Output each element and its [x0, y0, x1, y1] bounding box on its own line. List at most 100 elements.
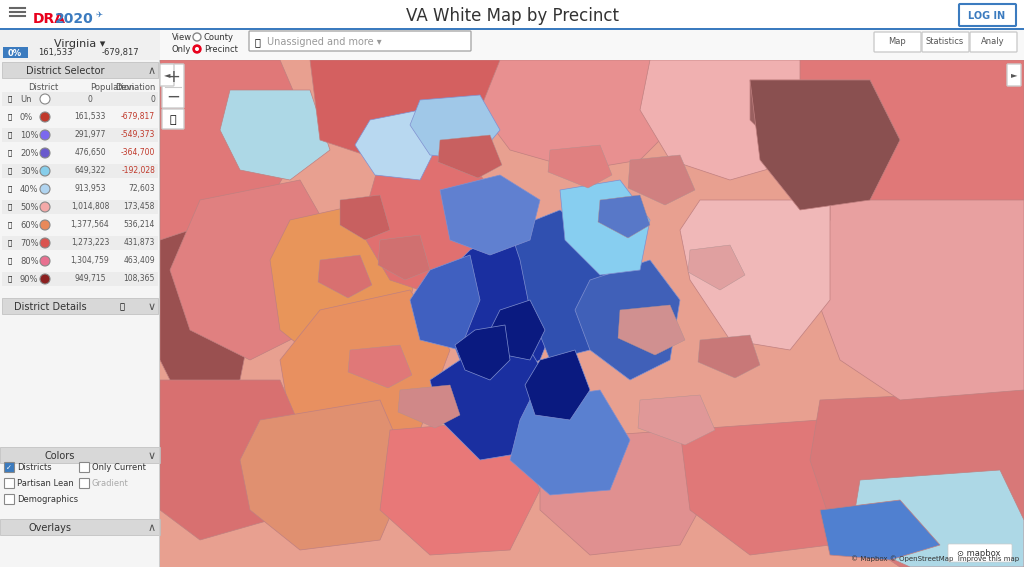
Text: ∨: ∨: [148, 451, 156, 461]
Polygon shape: [240, 400, 410, 550]
Polygon shape: [160, 220, 260, 400]
Circle shape: [40, 274, 50, 284]
Text: 🔒: 🔒: [8, 186, 12, 192]
Bar: [0, 28, 1024, 30]
Text: 50%: 50%: [20, 202, 39, 211]
Text: 10%: 10%: [20, 130, 39, 139]
Text: Demographics: Demographics: [17, 496, 78, 505]
Text: 🔒: 🔒: [8, 240, 12, 246]
Text: 🔒: 🔒: [8, 132, 12, 138]
Bar: [0, 30, 160, 60]
FancyBboxPatch shape: [4, 463, 14, 472]
Polygon shape: [525, 350, 590, 420]
Polygon shape: [410, 255, 480, 350]
Polygon shape: [810, 200, 1024, 400]
Text: 463,409: 463,409: [123, 256, 155, 265]
Text: 291,977: 291,977: [75, 130, 105, 139]
Bar: [2, 92, 158, 106]
Polygon shape: [810, 390, 1024, 567]
Polygon shape: [270, 200, 420, 370]
FancyBboxPatch shape: [4, 494, 14, 505]
Circle shape: [40, 256, 50, 266]
Text: 913,953: 913,953: [75, 184, 105, 193]
Polygon shape: [348, 345, 412, 388]
Polygon shape: [490, 300, 545, 360]
Text: 949,715: 949,715: [75, 274, 105, 284]
Circle shape: [40, 238, 50, 248]
Text: Gradient: Gradient: [92, 480, 129, 489]
Text: 90%: 90%: [20, 274, 39, 284]
Text: County: County: [204, 33, 234, 43]
Text: Partisan Lean: Partisan Lean: [17, 480, 74, 489]
Circle shape: [40, 130, 50, 140]
Polygon shape: [638, 395, 715, 445]
Circle shape: [40, 202, 50, 212]
Text: 1,377,564: 1,377,564: [71, 221, 110, 230]
Text: 108,365: 108,365: [124, 274, 155, 284]
FancyBboxPatch shape: [160, 64, 174, 86]
Polygon shape: [698, 335, 760, 378]
Polygon shape: [680, 420, 860, 555]
Text: 0: 0: [88, 95, 92, 104]
Text: -679,817: -679,817: [101, 49, 139, 57]
Text: 📌: 📌: [120, 303, 125, 311]
Text: 🔒: 🔒: [8, 96, 12, 102]
Bar: [0, 519, 160, 535]
Polygon shape: [410, 95, 500, 160]
FancyBboxPatch shape: [1007, 64, 1021, 86]
Text: 161,533: 161,533: [75, 112, 105, 121]
Text: © Mapbox © OpenStreetMap  Improve this map: © Mapbox © OpenStreetMap Improve this ma…: [851, 555, 1019, 562]
Circle shape: [193, 45, 201, 53]
Text: 0%: 0%: [8, 49, 23, 57]
Polygon shape: [750, 80, 900, 210]
Text: 536,214: 536,214: [124, 221, 155, 230]
Polygon shape: [220, 90, 330, 180]
Polygon shape: [440, 175, 540, 255]
Polygon shape: [170, 180, 340, 360]
Text: Statistics: Statistics: [926, 37, 965, 46]
Text: Population: Population: [90, 83, 134, 92]
Bar: [2, 200, 158, 214]
Circle shape: [195, 47, 199, 51]
Bar: [2, 164, 158, 178]
Text: -192,028: -192,028: [121, 167, 155, 176]
FancyBboxPatch shape: [874, 32, 921, 52]
Circle shape: [40, 166, 50, 176]
Circle shape: [40, 148, 50, 158]
Text: LOG IN: LOG IN: [969, 11, 1006, 21]
Polygon shape: [688, 245, 745, 290]
Text: District Selector: District Selector: [26, 66, 104, 76]
Polygon shape: [355, 110, 440, 180]
Polygon shape: [540, 430, 710, 555]
Polygon shape: [510, 210, 610, 360]
Polygon shape: [438, 135, 502, 178]
Bar: [2, 272, 158, 286]
FancyBboxPatch shape: [948, 544, 1012, 562]
FancyBboxPatch shape: [922, 32, 969, 52]
FancyBboxPatch shape: [959, 4, 1016, 26]
Polygon shape: [640, 60, 830, 180]
Circle shape: [40, 184, 50, 194]
Bar: [0, 447, 160, 463]
Polygon shape: [820, 500, 940, 560]
FancyBboxPatch shape: [4, 479, 14, 489]
Text: Precinct: Precinct: [204, 45, 238, 54]
Text: 1,304,759: 1,304,759: [71, 256, 110, 265]
Bar: [2, 62, 158, 78]
FancyBboxPatch shape: [162, 109, 184, 129]
Text: −: −: [166, 88, 180, 106]
Polygon shape: [548, 145, 612, 188]
Text: 1,014,808: 1,014,808: [71, 202, 110, 211]
Text: -679,817: -679,817: [121, 112, 155, 121]
Text: VA White Map by Precinct: VA White Map by Precinct: [406, 7, 618, 25]
Text: ✓: ✓: [6, 465, 12, 471]
Bar: [3, 47, 28, 58]
Bar: [2, 128, 158, 142]
Text: Analy: Analy: [981, 37, 1005, 46]
Text: 🔒: 🔒: [8, 257, 12, 264]
Polygon shape: [560, 180, 650, 275]
Text: 431,873: 431,873: [124, 239, 155, 248]
Polygon shape: [455, 325, 510, 380]
Bar: [0, 0, 1024, 30]
FancyBboxPatch shape: [249, 31, 471, 51]
